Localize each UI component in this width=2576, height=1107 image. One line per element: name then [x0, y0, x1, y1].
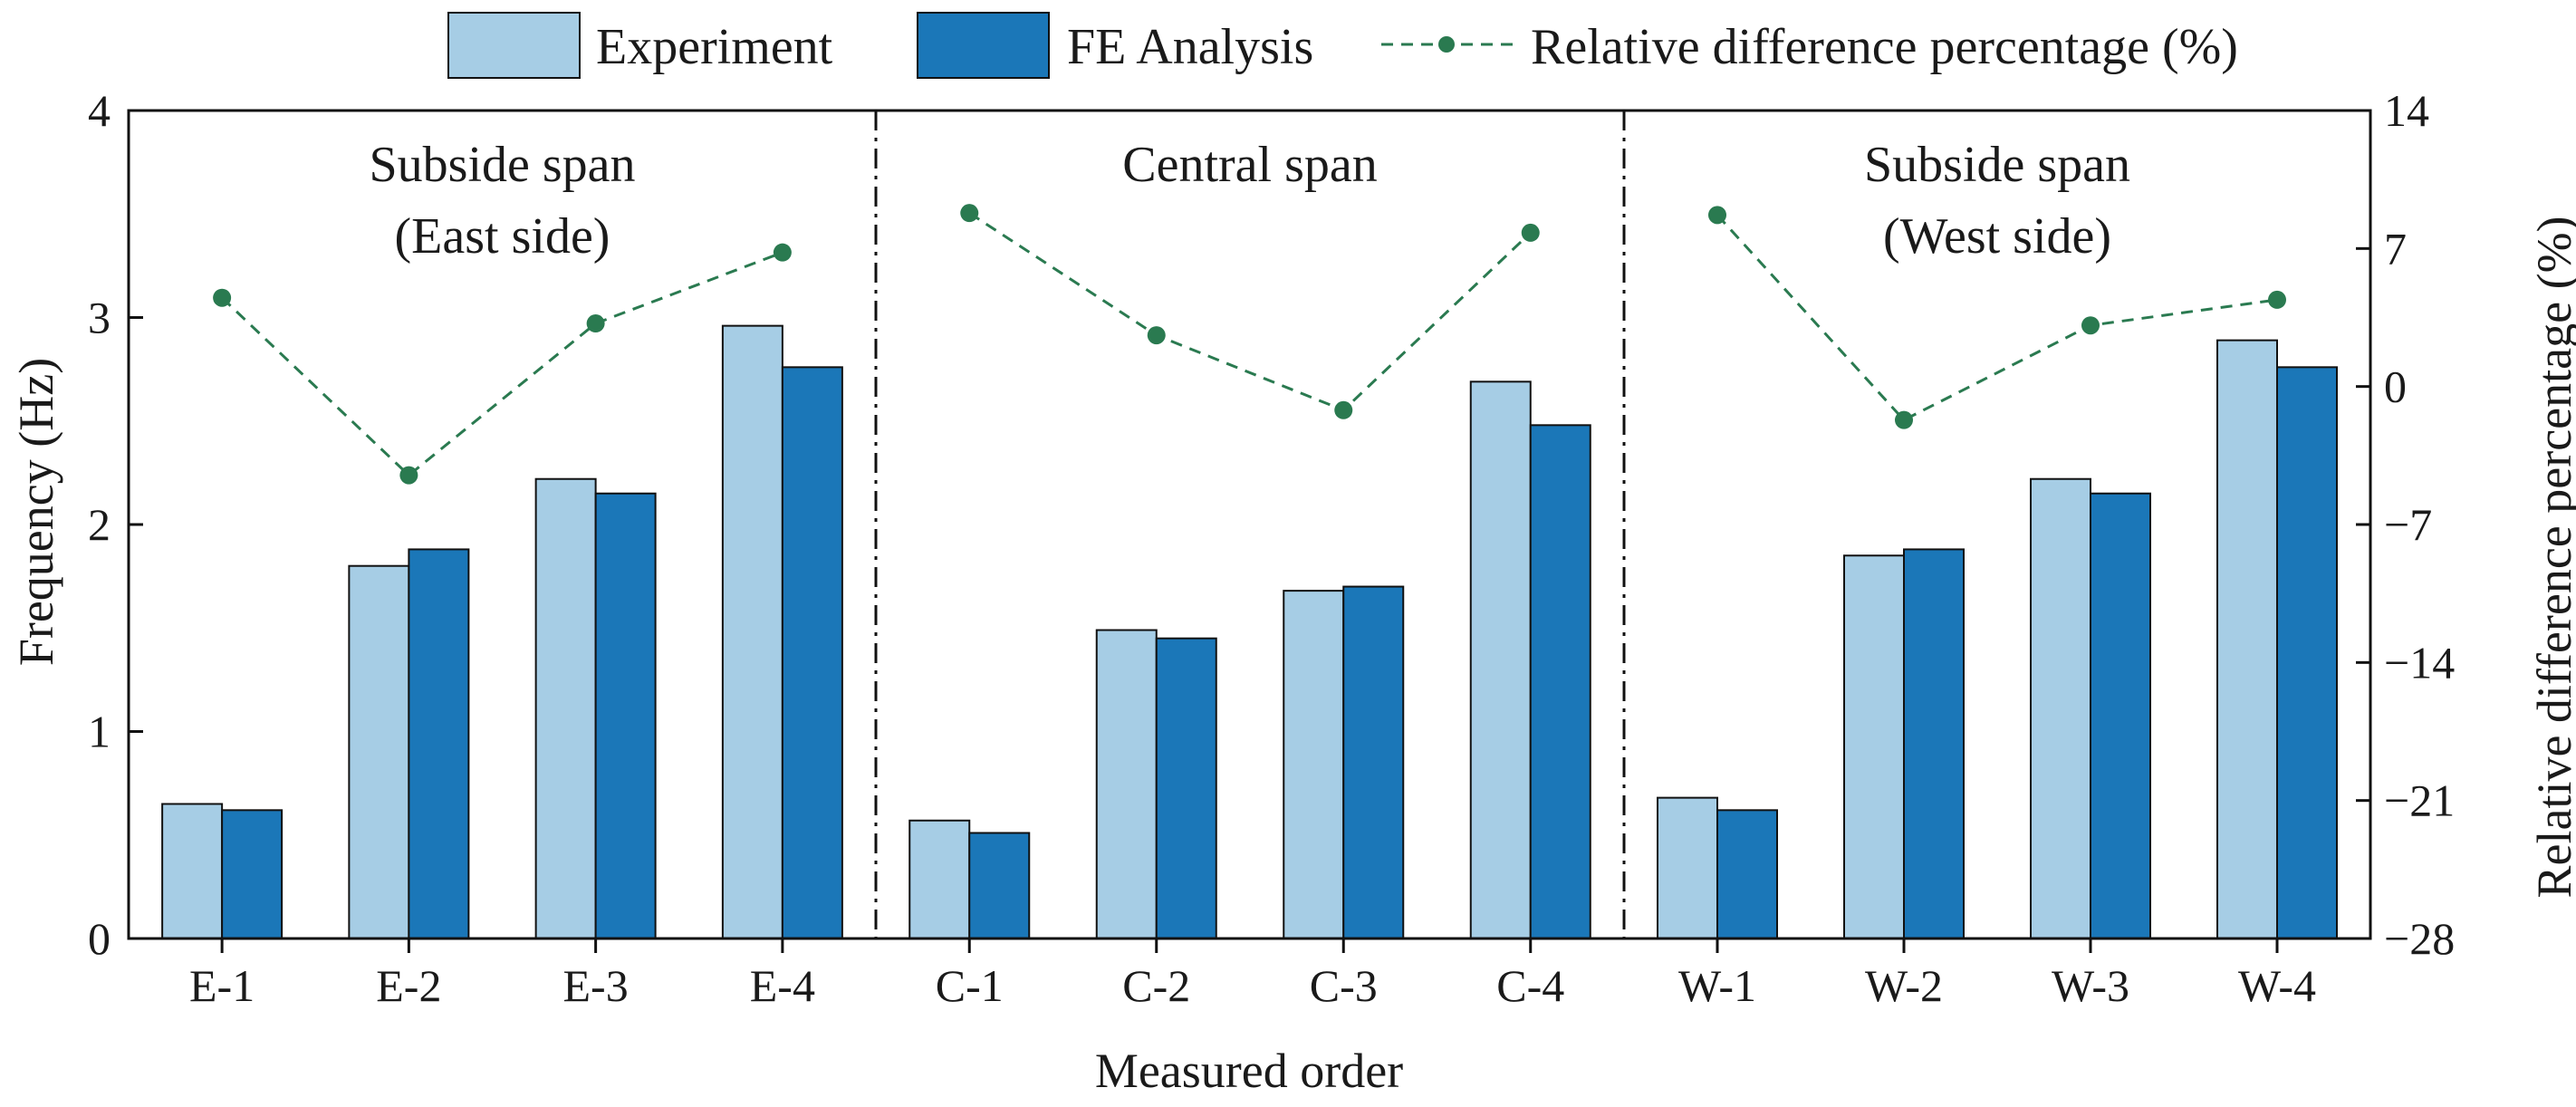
bar-experiment-w-2 [1843, 554, 1905, 940]
bar-fe-analysis-e-1 [221, 809, 284, 940]
bar-fe-analysis-c-4 [1529, 424, 1591, 939]
relative-difference-point-w-3 [2081, 316, 2100, 335]
x-tick-label-w-2: W-2 [1865, 960, 1943, 1011]
x-tick-label-e-1: E-1 [189, 960, 255, 1011]
legend-label-relative-difference: Relative difference percentage (%) [1531, 19, 2238, 75]
bar-fe-analysis-w-4 [2276, 366, 2338, 939]
y2-tick-label-2: −14 [2384, 637, 2455, 688]
relative-difference-line-group-1 [221, 251, 783, 477]
group-label-2-line-1: Central span [1122, 137, 1377, 193]
x-tick-label-w-1: W-1 [1678, 960, 1756, 1011]
y2-tick-label-3: −7 [2384, 499, 2432, 550]
bar-fe-analysis-e-3 [594, 492, 657, 939]
relative-difference-point-e-2 [399, 466, 418, 485]
bar-fe-analysis-w-3 [2090, 492, 2151, 939]
plot-area: Subside span (East side) Central span Subsi… [161, 111, 2338, 940]
bar-experiment-e-2 [348, 564, 410, 939]
legend-swatch-fe-analysis [917, 12, 1050, 79]
bar-experiment-c-3 [1283, 590, 1345, 939]
relative-difference-point-w-1 [1708, 206, 1726, 225]
x-axis-title: Measured order [1095, 1044, 1403, 1098]
y2-axis-title: Relative difference percentage (%) [2527, 216, 2576, 898]
x-tick-label-w-4: W-4 [2238, 960, 2316, 1011]
group-label-3-line-1: Subside span [1864, 137, 2130, 193]
bar-experiment-w-1 [1657, 796, 1718, 939]
legend-marker-relative-difference [1438, 36, 1455, 53]
x-tick-label-c-1: C-1 [936, 960, 1004, 1011]
bar-fe-analysis-c-1 [968, 832, 1031, 940]
y-tick-label-0: 0 [88, 913, 111, 964]
bar-fe-analysis-e-2 [408, 548, 470, 939]
relative-difference-point-w-4 [2268, 290, 2286, 309]
group-label-1-line-2: (East side) [395, 208, 610, 265]
bar-fe-analysis-c-2 [1155, 637, 1217, 939]
y-tick-label-2: 2 [88, 499, 111, 550]
bar-experiment-e-4 [721, 324, 783, 939]
x-tick-label-e-4: E-4 [750, 960, 815, 1011]
y-axis-title: Frequency (Hz) [9, 358, 63, 666]
y-tick-label-4: 4 [88, 85, 111, 136]
relative-difference-point-e-1 [213, 288, 232, 307]
y2-tick-label-4: 0 [2384, 361, 2407, 412]
relative-difference-point-c-1 [960, 204, 979, 223]
relative-difference-line-group-2 [968, 211, 1532, 412]
relative-difference-point-w-2 [1895, 410, 1913, 429]
relative-difference-point-e-3 [586, 314, 605, 333]
bar-experiment-c-2 [1095, 629, 1158, 939]
x-tick-label-w-3: W-3 [2052, 960, 2129, 1011]
relative-difference-line-group-3 [1716, 214, 2278, 422]
relative-difference-point-e-4 [773, 243, 792, 262]
y2-tick-label-0: −28 [2384, 913, 2455, 964]
x-tick-label-c-3: C-3 [1310, 960, 1378, 1011]
bar-fe-analysis-e-4 [781, 366, 843, 939]
y2-tick-label-5: 7 [2384, 223, 2407, 274]
legend-swatch-experiment [447, 12, 581, 79]
group-label-3-line-2: (West side) [1883, 208, 2111, 265]
bar-experiment-e-1 [161, 803, 224, 939]
bar-experiment-c-1 [908, 819, 971, 939]
y2-tick-label-6: 14 [2384, 85, 2429, 136]
bar-experiment-e-3 [534, 477, 597, 939]
y2-tick-label-1: −21 [2384, 775, 2455, 826]
x-tick-label-e-3: E-3 [563, 960, 629, 1011]
relative-difference-point-c-3 [1334, 400, 1353, 419]
x-tick-label-c-4: C-4 [1496, 960, 1564, 1011]
relative-difference-point-c-2 [1147, 326, 1166, 345]
bar-fe-analysis-c-3 [1342, 585, 1405, 939]
legend-label-fe-analysis: FE Analysis [1067, 19, 1313, 75]
legend-label-experiment: Experiment [596, 19, 833, 75]
axes: 0 1 2 3 4 −28 −21 −14 −7 0 7 14 E-1 E-2 E-3 E-4 C-1 C-2 C-… [88, 85, 2455, 1011]
bar-experiment-w-3 [2030, 477, 2091, 939]
relative-difference-point-c-4 [1521, 223, 1540, 242]
y-tick-label-1: 1 [88, 707, 111, 757]
bar-fe-analysis-w-2 [1903, 548, 1965, 939]
y-tick-label-3: 3 [88, 293, 111, 343]
x-tick-label-e-2: E-2 [376, 960, 441, 1011]
group-label-1-line-1: Subside span [370, 137, 636, 193]
bar-experiment-w-4 [2216, 339, 2278, 939]
bar-experiment-c-4 [1469, 380, 1532, 939]
x-tick-label-c-2: C-2 [1122, 960, 1190, 1011]
legend: Experiment FE Analysis Relative differen… [447, 12, 2238, 79]
bar-fe-analysis-w-1 [1716, 809, 1778, 940]
